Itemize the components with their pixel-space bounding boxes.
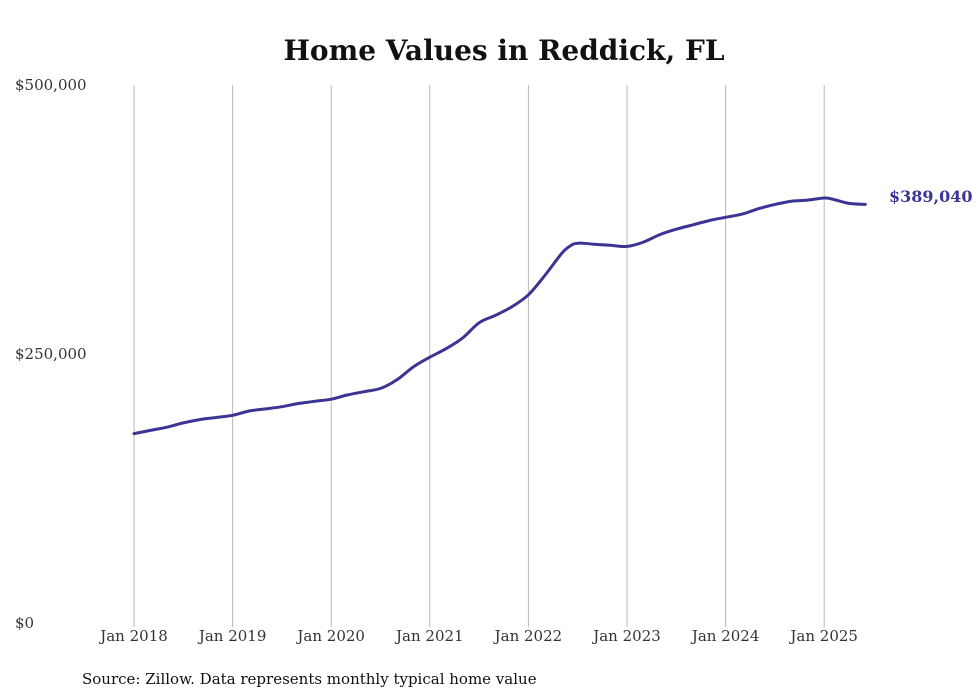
y-tick-label: $250,000: [15, 345, 87, 363]
x-tick-label: Jan 2025: [788, 627, 858, 645]
x-tick-label: Jan 2019: [197, 627, 267, 645]
x-axis-tick-labels: Jan 2018 Jan 2019 Jan 2020 Jan 2021 Jan 2022…: [98, 627, 858, 645]
x-tick-label: Jan 2018: [98, 627, 168, 645]
source-note: Source: Zillow. Data represents monthly …: [82, 670, 537, 688]
x-tick-label: Jan 2021: [394, 627, 464, 645]
y-axis-tick-labels: $0 $250,000 $500,000: [15, 76, 87, 632]
chart-title: Home Values in Reddick, FL: [283, 34, 724, 67]
x-tick-label: Jan 2020: [295, 627, 365, 645]
x-tick-label: Jan 2024: [690, 627, 760, 645]
y-tick-label: $0: [15, 614, 34, 632]
vertical-grid-lines: [133, 85, 825, 627]
x-tick-label: Jan 2023: [591, 627, 661, 645]
series-line-home-value: [132, 196, 867, 436]
y-tick-label: $500,000: [15, 76, 87, 94]
x-tick-label: Jan 2022: [493, 627, 563, 645]
end-value-label: $389,040: [889, 187, 973, 206]
